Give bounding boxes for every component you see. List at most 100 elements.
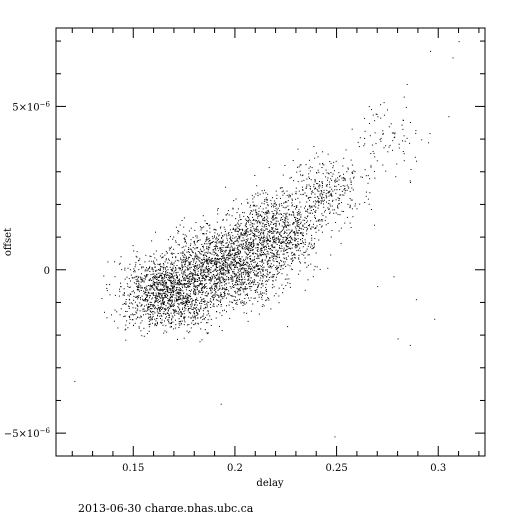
data-point (219, 277, 221, 279)
data-point (304, 244, 306, 245)
data-point (226, 254, 228, 256)
data-point (183, 284, 185, 285)
data-point (180, 280, 182, 282)
data-point (243, 265, 245, 267)
data-point (240, 302, 242, 304)
data-point (119, 314, 121, 316)
data-point (188, 285, 190, 287)
data-point (222, 235, 224, 237)
data-point (147, 307, 149, 309)
data-point (234, 284, 236, 286)
data-point (341, 202, 342, 204)
data-point (273, 256, 275, 258)
data-point (179, 297, 181, 299)
data-point (141, 280, 143, 282)
data-point (264, 239, 266, 241)
data-point (270, 263, 272, 265)
data-point (242, 282, 244, 284)
data-point (240, 233, 242, 235)
data-point (171, 300, 173, 301)
data-point (137, 286, 139, 288)
data-point (177, 291, 179, 293)
data-point (207, 275, 209, 277)
data-point (167, 252, 168, 254)
data-point (155, 276, 157, 278)
data-point (207, 322, 209, 324)
data-point (373, 152, 375, 154)
data-point (136, 296, 138, 298)
data-point (197, 279, 198, 280)
data-point (144, 300, 146, 302)
data-point (164, 274, 166, 276)
data-point (164, 293, 166, 295)
data-point (196, 289, 198, 291)
data-point (230, 254, 232, 256)
data-point (141, 320, 143, 322)
data-point (284, 226, 286, 228)
data-point (309, 224, 311, 226)
data-point (288, 242, 290, 244)
data-point (243, 232, 245, 234)
data-point (186, 302, 188, 304)
data-point (265, 192, 267, 194)
data-point (230, 267, 232, 269)
data-point (162, 278, 164, 280)
data-point (222, 270, 224, 272)
data-point (298, 209, 300, 211)
data-point (152, 287, 154, 289)
data-point (266, 237, 268, 239)
data-point (284, 223, 286, 225)
data-point (266, 269, 268, 271)
data-point (266, 241, 268, 243)
data-point (214, 257, 216, 259)
data-point (205, 248, 207, 250)
data-point (391, 132, 393, 134)
data-point (151, 322, 153, 324)
data-point (205, 265, 207, 267)
data-point (286, 212, 288, 214)
data-point (222, 257, 224, 259)
data-point (201, 251, 203, 252)
data-point (296, 221, 298, 223)
data-point (403, 96, 405, 98)
data-point (188, 311, 190, 313)
data-point (168, 258, 169, 260)
data-point (276, 256, 278, 257)
data-point (154, 324, 156, 326)
data-point (266, 228, 268, 230)
data-point (123, 294, 125, 296)
data-point (216, 275, 218, 277)
data-point (249, 224, 251, 226)
data-point (299, 250, 301, 252)
data-point (171, 253, 173, 255)
data-point (161, 266, 163, 268)
data-point (275, 224, 277, 226)
data-point (272, 242, 274, 244)
data-point (414, 156, 416, 158)
data-point (267, 274, 269, 276)
data-point (149, 295, 151, 297)
data-point (254, 230, 256, 232)
data-point (164, 295, 165, 297)
data-point (215, 246, 217, 248)
data-point (304, 207, 305, 209)
data-point (351, 164, 353, 166)
data-point (150, 285, 152, 287)
data-point (327, 207, 329, 209)
data-point (239, 238, 241, 240)
data-point (286, 246, 288, 248)
data-point (177, 311, 179, 313)
data-point (187, 308, 189, 310)
data-point (149, 317, 151, 319)
data-point (231, 301, 233, 303)
data-point (319, 193, 321, 195)
data-point (197, 247, 199, 249)
data-point (158, 299, 160, 301)
data-point (184, 273, 186, 275)
data-point (172, 283, 173, 285)
data-point (253, 267, 255, 269)
data-point (245, 229, 247, 231)
data-point (271, 244, 273, 246)
data-point (274, 242, 276, 244)
data-point (230, 239, 232, 241)
